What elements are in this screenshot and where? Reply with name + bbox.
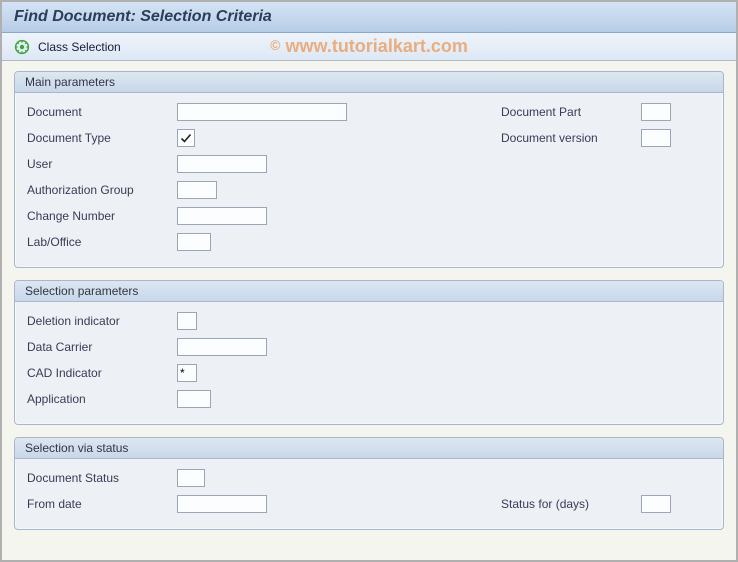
group-main-parameters: Main parameters Document Document Part D…	[14, 71, 724, 268]
window-title: Find Document: Selection Criteria	[14, 8, 272, 25]
label-document-version: Document version	[501, 131, 641, 145]
window-titlebar: Find Document: Selection Criteria	[2, 2, 736, 33]
execute-icon[interactable]	[14, 39, 30, 55]
label-change-number: Change Number	[27, 209, 177, 223]
input-data-carrier[interactable]	[177, 338, 267, 356]
label-deletion-indicator: Deletion indicator	[27, 314, 177, 328]
label-document: Document	[27, 105, 177, 119]
input-document-part[interactable]	[641, 103, 671, 121]
input-cad-indicator[interactable]	[177, 364, 197, 382]
input-change-number[interactable]	[177, 207, 267, 225]
input-document-version[interactable]	[641, 129, 671, 147]
group-title-main: Main parameters	[15, 72, 723, 93]
content-area: Main parameters Document Document Part D…	[2, 61, 736, 554]
label-document-status: Document Status	[27, 471, 177, 485]
input-document[interactable]	[177, 103, 347, 121]
label-auth-group: Authorization Group	[27, 183, 177, 197]
label-application: Application	[27, 392, 177, 406]
group-selection-status: Selection via status Document Status Fro…	[14, 437, 724, 530]
label-document-part: Document Part	[501, 105, 641, 119]
checkbox-document-type[interactable]	[177, 129, 195, 147]
input-deletion-indicator[interactable]	[177, 312, 197, 330]
input-document-status[interactable]	[177, 469, 205, 487]
label-from-date: From date	[27, 497, 177, 511]
class-selection-button[interactable]: Class Selection	[38, 40, 121, 54]
group-title-selection: Selection parameters	[15, 281, 723, 302]
input-status-for-days[interactable]	[641, 495, 671, 513]
input-application[interactable]	[177, 390, 211, 408]
label-lab-office: Lab/Office	[27, 235, 177, 249]
label-data-carrier: Data Carrier	[27, 340, 177, 354]
group-selection-parameters: Selection parameters Deletion indicator …	[14, 280, 724, 425]
input-auth-group[interactable]	[177, 181, 217, 199]
input-lab-office[interactable]	[177, 233, 211, 251]
label-cad-indicator: CAD Indicator	[27, 366, 177, 380]
label-document-type: Document Type	[27, 131, 177, 145]
label-status-for-days: Status for (days)	[501, 497, 641, 511]
label-user: User	[27, 157, 177, 171]
toolbar: Class Selection	[2, 33, 736, 61]
input-user[interactable]	[177, 155, 267, 173]
input-from-date[interactable]	[177, 495, 267, 513]
group-title-status: Selection via status	[15, 438, 723, 459]
